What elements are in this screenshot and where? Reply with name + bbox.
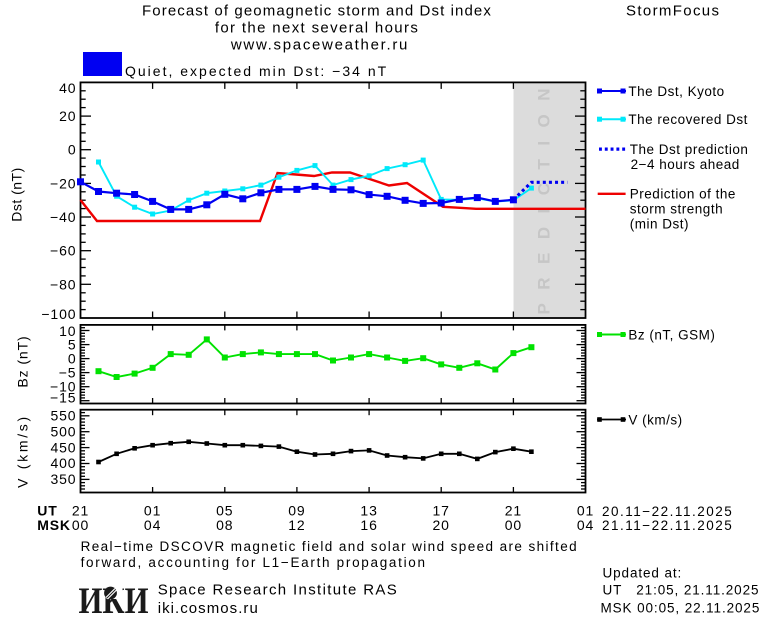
- svg-text:MSK 00:05, 22.11.2025: MSK 00:05, 22.11.2025: [601, 601, 760, 616]
- svg-text:The Dst, Kyoto: The Dst, Kyoto: [628, 84, 724, 99]
- svg-text:21: 21: [505, 503, 522, 519]
- svg-text:20: 20: [433, 517, 450, 533]
- svg-text:09: 09: [288, 503, 305, 519]
- svg-text:17: 17: [433, 503, 450, 519]
- svg-text:5: 5: [68, 337, 77, 353]
- svg-text:The recovered Dst: The recovered Dst: [628, 112, 748, 127]
- svg-text:0: 0: [68, 142, 77, 158]
- svg-text:UT 21:05, 21.11.2025: UT 21:05, 21.11.2025: [603, 583, 760, 598]
- svg-text:(min Dst): (min Dst): [630, 217, 689, 232]
- svg-text:forward, accounting for L1−Ear: forward, accounting for L1−Earth propaga…: [81, 555, 427, 570]
- svg-text:Dst (nT): Dst (nT): [9, 167, 25, 222]
- svg-text:550: 550: [50, 408, 76, 424]
- svg-text:12: 12: [288, 517, 305, 533]
- svg-text:0: 0: [68, 351, 77, 367]
- svg-text:−20: −20: [50, 175, 76, 191]
- svg-text:−5: −5: [59, 365, 77, 381]
- svg-text:10: 10: [59, 323, 76, 339]
- svg-text:08: 08: [216, 517, 233, 533]
- svg-text:450: 450: [50, 440, 76, 456]
- svg-text:Bz (nT): Bz (nT): [15, 335, 31, 387]
- svg-text:20: 20: [59, 108, 76, 124]
- svg-text:MSK: MSK: [37, 517, 71, 533]
- svg-text:for the next several hours: for the next several hours: [215, 20, 419, 37]
- svg-text:Forecast of geomagnetic storm: Forecast of geomagnetic storm and Dst in…: [142, 3, 492, 20]
- svg-text:500: 500: [50, 424, 76, 440]
- svg-text:UT: UT: [37, 503, 57, 519]
- svg-text:−80: −80: [50, 276, 76, 292]
- svg-text:StormFocus: StormFocus: [626, 3, 720, 20]
- svg-text:Quiet, expected min Dst: −34 n: Quiet, expected min Dst: −34 nT: [125, 63, 388, 79]
- svg-text:iki.cosmos.ru: iki.cosmos.ru: [158, 600, 259, 617]
- svg-text:04: 04: [577, 517, 594, 533]
- svg-text:16: 16: [360, 517, 377, 533]
- svg-text:−100: −100: [41, 306, 76, 322]
- svg-text:13: 13: [360, 503, 377, 519]
- svg-text:Space Research Institute RAS: Space Research Institute RAS: [158, 582, 398, 599]
- svg-text:21.11−22.11.2025: 21.11−22.11.2025: [602, 518, 733, 533]
- svg-text:40: 40: [59, 80, 76, 96]
- svg-text:400: 400: [50, 455, 76, 471]
- svg-text:Bz (nT, GSM): Bz (nT, GSM): [628, 327, 715, 342]
- svg-text:V (km/s): V (km/s): [15, 414, 31, 488]
- svg-text:04: 04: [144, 517, 161, 533]
- svg-text:2−4 hours ahead: 2−4 hours ahead: [631, 157, 740, 172]
- svg-text:V (km/s): V (km/s): [628, 412, 682, 427]
- svg-text:www.spaceweather.ru: www.spaceweather.ru: [230, 37, 409, 54]
- svg-text:storm strength: storm strength: [630, 202, 723, 217]
- svg-text:Updated at:: Updated at:: [603, 566, 683, 581]
- svg-text:20.11−22.11.2025: 20.11−22.11.2025: [602, 504, 733, 519]
- svg-text:00: 00: [505, 517, 522, 533]
- svg-text:−15: −15: [50, 390, 76, 406]
- svg-text:−40: −40: [50, 209, 76, 225]
- svg-text:01: 01: [144, 503, 161, 519]
- svg-text:00: 00: [72, 517, 89, 533]
- svg-text:−10: −10: [50, 379, 76, 395]
- svg-text:Prediction of the: Prediction of the: [630, 187, 736, 202]
- svg-text:The Dst prediction: The Dst prediction: [630, 142, 749, 157]
- svg-text:21: 21: [72, 503, 89, 519]
- svg-text:Real−time DSCOVR magnetic fiel: Real−time DSCOVR magnetic field and sola…: [81, 539, 578, 554]
- svg-text:01: 01: [577, 503, 594, 519]
- svg-text:05: 05: [216, 503, 233, 519]
- svg-text:−60: −60: [50, 243, 76, 259]
- svg-text:350: 350: [50, 471, 76, 487]
